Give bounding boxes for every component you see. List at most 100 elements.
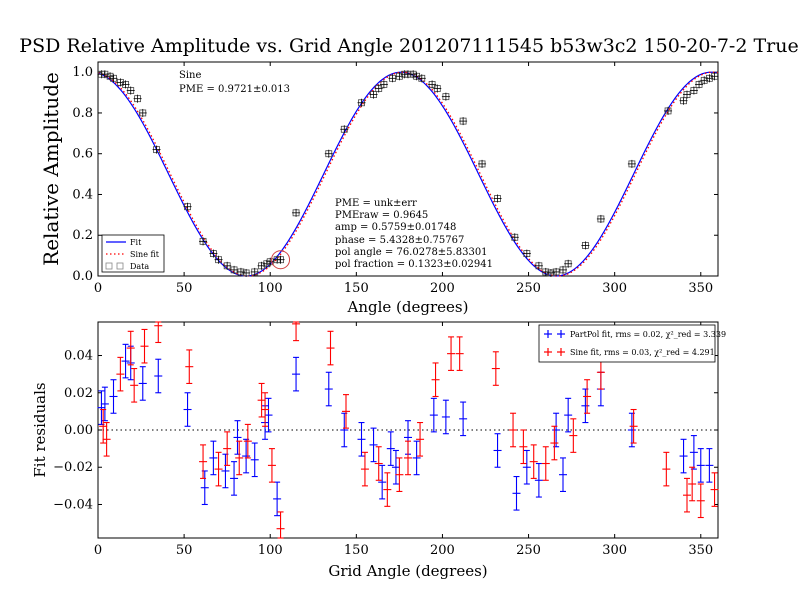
partpol-residual-point: [100, 386, 109, 422]
partpol-residual-point: [627, 412, 636, 448]
data-point: [357, 98, 366, 107]
sine-residual-point: [529, 444, 538, 479]
partpol-residual-point: [581, 388, 590, 424]
bottom-y-tick-label: −0.04: [53, 497, 93, 512]
annotation-sine: Sine: [179, 70, 201, 81]
legend-fit-label: Fit: [130, 238, 142, 247]
sine-residual-point: [569, 418, 578, 453]
sine-residual-point: [276, 511, 285, 539]
top-axis-ticks: 0 50 100 150 200 250 300 350 0.0 0.2 0.4 0.6 0.8 1.0: [72, 62, 718, 296]
partpol-residual-point: [200, 470, 209, 506]
sine-residual-point: [583, 379, 592, 414]
partpol-residual-point: [340, 412, 349, 448]
partpol-residual-point: [696, 448, 705, 483]
annotation-pme: PME = 0.9721±0.013: [179, 84, 290, 95]
fit-annotation-line-4: phase = 5.4328±0.75767: [335, 235, 464, 246]
partpol-residual-point: [559, 457, 567, 492]
partpol-residual-point: [441, 399, 450, 435]
top-plot-panel: 0 50 100 150 200 250 300 3500.00.20.40.60.81.0 …: [39, 61, 719, 316]
sine-residual-point: [404, 440, 412, 476]
sine-residual-point: [683, 477, 691, 513]
top-legend: Fit Sine fit Data: [101, 234, 165, 273]
top-y-tick-label: 0.8: [72, 106, 93, 121]
partpol-residual-point: [273, 481, 282, 517]
data-point: [369, 90, 378, 99]
data-point: [388, 74, 397, 83]
data-point: [276, 255, 285, 264]
partpol-residual-point: [121, 343, 130, 379]
data-point: [242, 268, 251, 277]
bottom-legend: PartPol fit, rms = 0.02, χ²_red = 3.339 …: [538, 324, 726, 363]
data-point: [541, 267, 550, 276]
data-point: [214, 255, 223, 264]
partpol-residual-point: [242, 438, 251, 474]
bottom-axis-ticks: 0 50 100 150 200 250 300 350 −0.04 −0.02 0.00 0.02 0…: [53, 322, 718, 558]
sine-residual-point: [116, 356, 125, 392]
data-point: [478, 159, 487, 168]
data-point: [223, 261, 232, 270]
partpol-residual-point: [378, 464, 387, 500]
sine-fit-curve: [97, 71, 719, 277]
sine-residual-point: [199, 444, 208, 479]
partpol-residual-point: [493, 433, 502, 468]
bottom-x-tick-label: 50: [176, 543, 193, 558]
sine-residual-point: [519, 429, 528, 465]
fit-annotation-line-2: PMEraw = 0.9645: [335, 210, 428, 221]
data-point: [433, 84, 442, 93]
top-x-axis-label: Angle (degrees): [347, 298, 469, 316]
data-point: [100, 70, 109, 79]
bottom-y-tick-label: 0.00: [64, 423, 93, 438]
data-point: [689, 86, 698, 95]
data-point: [133, 94, 142, 103]
sine-residual-point: [509, 412, 518, 448]
partpol-residual-point: [705, 448, 714, 483]
data-point: [409, 70, 418, 79]
data-point: [209, 249, 218, 258]
partpol-residual-point: [357, 422, 366, 457]
top-x-tick-label: 250: [516, 281, 541, 296]
data-point: [230, 265, 239, 274]
sine-residual-point: [223, 431, 232, 466]
top-x-tick-label: 300: [602, 281, 627, 296]
data-point: [379, 80, 388, 89]
partpol-residual-point: [512, 476, 521, 511]
data-point: [534, 261, 543, 270]
data-point: [152, 145, 161, 154]
sine-residual-point: [447, 336, 456, 371]
data-point: [292, 208, 301, 217]
legend-data-label: Data: [130, 262, 149, 271]
sine-residual-point: [140, 328, 149, 364]
fit-annotation-line-1: PME = unk±err: [335, 198, 417, 209]
fit-annotation-line-5: pol angle = 76.0278±5.83301: [335, 247, 488, 258]
chart-title: PSD Relative Amplitude vs. Grid Angle 20…: [19, 35, 798, 57]
partpol-residual-point: [429, 397, 438, 433]
bottom-y-tick-label: 0.02: [64, 386, 93, 401]
data-point: [522, 249, 531, 258]
top-x-tick-label: 50: [176, 281, 193, 296]
data-point: [564, 259, 573, 268]
data-point: [428, 80, 437, 89]
legend-partpol-label: PartPol fit, rms = 0.02, χ²_red = 3.339: [570, 330, 726, 339]
legend-data-swatch: [105, 262, 124, 270]
data-point: [126, 86, 135, 95]
partpol-residual-point: [264, 397, 273, 433]
legend-partpol-swatch: [544, 330, 565, 338]
bottom-y-tick-label: −0.02: [53, 460, 93, 475]
data-point: [705, 74, 714, 83]
partpol-residual-point: [183, 392, 192, 427]
sine-residual-point: [257, 382, 266, 418]
partpol-residual-point: [154, 358, 163, 394]
data-point: [340, 125, 349, 134]
fit-annotation-line-3: amp = 0.5759±0.01748: [335, 222, 456, 233]
partpol-residual-point: [412, 440, 421, 476]
sine-residual-point: [102, 422, 111, 457]
sine-residual-point: [374, 446, 383, 481]
data-point: [459, 117, 468, 126]
partpol-residual-point: [97, 390, 106, 425]
partpol-residual-point: [138, 366, 147, 401]
sine-residual-point: [550, 425, 559, 461]
sine-residual-point: [360, 451, 369, 487]
top-x-tick-label: 350: [688, 281, 713, 296]
partpol-residual-point: [679, 438, 688, 474]
partpol-residual-point: [230, 461, 239, 496]
